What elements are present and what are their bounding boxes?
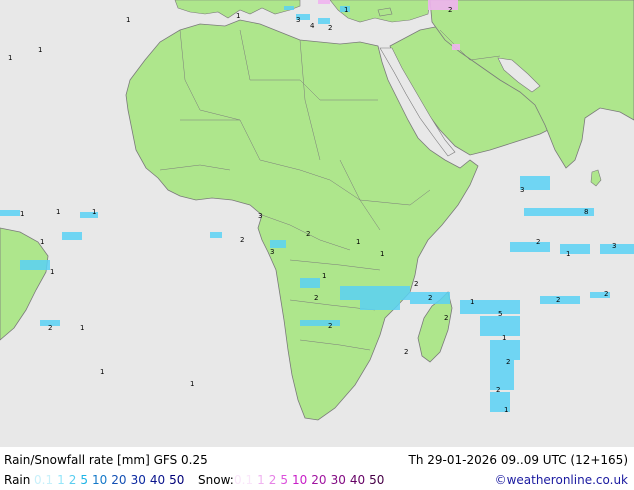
south-america-land	[0, 227, 49, 341]
rain-scale: 0.1 1 2 5 10 20 30 40 50	[34, 471, 188, 489]
svg-text:1: 1	[100, 368, 104, 376]
svg-text:2: 2	[536, 238, 540, 246]
svg-text:2: 2	[448, 6, 452, 14]
svg-text:5: 5	[498, 310, 502, 318]
svg-text:2: 2	[496, 386, 500, 394]
svg-text:2: 2	[328, 322, 332, 330]
rain-label: Rain	[4, 473, 31, 487]
svg-text:1: 1	[80, 324, 84, 332]
svg-text:1: 1	[322, 272, 326, 280]
snow-areas	[318, 0, 460, 50]
svg-text:8: 8	[584, 208, 588, 216]
svg-text:2: 2	[556, 296, 560, 304]
svg-text:3: 3	[270, 248, 274, 256]
site-credit: ©weatheronline.co.uk	[494, 473, 628, 487]
snow-scale-value-2: 2	[268, 473, 277, 487]
persian-gulf	[497, 57, 541, 93]
svg-text:2: 2	[414, 280, 418, 288]
svg-text:1: 1	[470, 298, 474, 306]
snow-scale-value-0: 0.1	[234, 473, 254, 487]
svg-text:1: 1	[56, 208, 60, 216]
svg-text:2: 2	[604, 290, 608, 298]
svg-text:1: 1	[502, 334, 506, 342]
svg-text:3: 3	[520, 186, 524, 194]
svg-text:2: 2	[404, 348, 408, 356]
rain-scale-value-4: 10	[92, 473, 108, 487]
snow-scale-value-3: 5	[280, 473, 289, 487]
svg-text:2: 2	[48, 324, 52, 332]
svg-text:1: 1	[190, 380, 194, 388]
rain-scale-value-7: 40	[149, 473, 166, 487]
europe-land	[174, 0, 301, 19]
rain-scale-value-3: 5	[80, 473, 89, 487]
sri-lanka-land	[590, 169, 602, 187]
svg-text:2: 2	[506, 358, 510, 366]
svg-text:1: 1	[38, 46, 42, 54]
svg-text:1: 1	[356, 238, 360, 246]
snow-scale-value-6: 30	[330, 473, 346, 487]
svg-text:1: 1	[566, 250, 570, 258]
rain-scale-value-6: 30	[130, 473, 146, 487]
rain-scale-value-8: 50	[169, 473, 185, 487]
legend-title-row: Rain/Snowfall rate [mm] GFS 0.25 Th 29-0…	[0, 451, 634, 469]
svg-text:2: 2	[306, 230, 310, 238]
svg-text:2: 2	[328, 24, 332, 32]
snow-scale: 0.1 1 2 5 10 20 30 40 50	[234, 471, 388, 489]
rain-scale-value-2: 2	[68, 473, 77, 487]
snow-scale-value-4: 10	[292, 473, 308, 487]
cyprus-land	[377, 7, 393, 17]
madagascar-land	[417, 291, 453, 363]
svg-text:3: 3	[258, 212, 262, 220]
svg-text:2: 2	[314, 294, 318, 302]
rain-scale-value-1: 1	[57, 473, 65, 487]
svg-text:4: 4	[310, 22, 315, 30]
svg-text:1: 1	[8, 54, 12, 62]
svg-text:1: 1	[20, 210, 24, 218]
svg-text:1: 1	[92, 208, 96, 216]
svg-text:3: 3	[296, 16, 300, 24]
svg-text:1: 1	[40, 238, 44, 246]
rain-areas	[0, 6, 634, 412]
legend-scale-row: Rain 0.1 1 2 5 10 20 30 40 50 Snow: 0.1 1 2 5 10 20 30…	[0, 471, 634, 489]
valid-time: Th 29-01-2026 09..09 UTC (12+165)	[408, 453, 628, 467]
map-legend: Rain/Snowfall rate [mm] GFS 0.25 Th 29-0…	[0, 447, 634, 490]
svg-text:1: 1	[344, 6, 348, 14]
svg-text:2: 2	[428, 294, 432, 302]
rain-scale-value-5: 20	[111, 473, 127, 487]
svg-text:1: 1	[50, 268, 54, 276]
snow-label: Snow:	[198, 473, 234, 487]
snow-scale-value-8: 50	[369, 473, 385, 487]
map-title: Rain/Snowfall rate [mm] GFS 0.25	[4, 453, 208, 467]
svg-text:1: 1	[504, 406, 508, 414]
svg-text:1: 1	[380, 250, 384, 258]
red-sea	[379, 47, 456, 157]
svg-text:2: 2	[444, 314, 448, 322]
rain-scale-value-0: 0.1	[34, 473, 54, 487]
snow-scale-value-5: 20	[311, 473, 327, 487]
svg-text:1: 1	[126, 16, 130, 24]
snow-scale-value-1: 1	[257, 473, 265, 487]
svg-text:1: 1	[236, 12, 240, 20]
snow-scale-value-7: 40	[349, 473, 366, 487]
svg-text:3: 3	[612, 242, 616, 250]
country-borders	[159, 29, 501, 351]
svg-text:2: 2	[240, 236, 244, 244]
